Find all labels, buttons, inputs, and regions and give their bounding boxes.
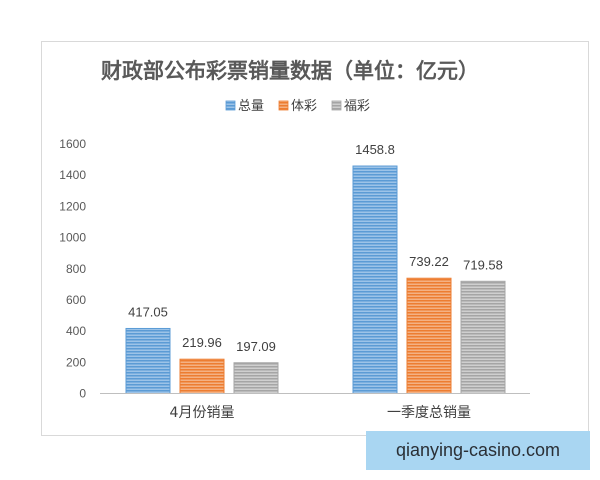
y-tick-label: 1600 <box>59 137 86 151</box>
y-tick-label: 1000 <box>59 231 86 245</box>
bar-总量-1 <box>352 165 398 394</box>
legend-label: 总量 <box>238 99 264 114</box>
x-category-label: 4月份销量 <box>170 405 235 421</box>
y-axis: 0 200 400 600 800 1000 1200 1400 1600 <box>59 137 86 401</box>
bar-体彩-0 <box>179 358 225 394</box>
legend-label: 体彩 <box>291 99 317 114</box>
legend-label: 福彩 <box>344 99 370 114</box>
bars: 417.05 1458.8 219.96 739.22 197.09 719.58 <box>125 142 506 395</box>
x-category-label: 一季度总销量 <box>387 405 471 421</box>
legend-swatch <box>278 100 289 111</box>
data-label: 417.05 <box>128 304 168 319</box>
bar-总量-0 <box>125 327 171 395</box>
legend-swatch <box>331 100 342 111</box>
chart-legend: 总量 体彩 福彩 <box>225 99 370 114</box>
y-tick-label: 600 <box>66 293 86 307</box>
bar-福彩-1 <box>460 280 506 394</box>
y-tick-label: 1400 <box>59 168 86 182</box>
data-label: 719.58 <box>463 257 503 272</box>
legend-swatch <box>225 100 236 111</box>
data-label: 1458.8 <box>355 142 395 157</box>
bar-福彩-0 <box>233 362 279 394</box>
x-axis: 4月份销量 一季度总销量 <box>100 393 530 421</box>
y-tick-label: 400 <box>66 324 86 338</box>
data-label: 219.96 <box>182 335 222 350</box>
chart-title: 财政部公布彩票销量数据（单位：亿元） <box>101 59 479 83</box>
y-tick-label: 800 <box>66 262 86 276</box>
data-label: 197.09 <box>236 339 276 354</box>
y-tick-label: 200 <box>66 355 86 369</box>
y-tick-label: 0 <box>79 387 86 401</box>
y-tick-label: 1200 <box>59 199 86 213</box>
bar-体彩-1 <box>406 277 452 394</box>
watermark-banner: qianying-casino.com <box>366 431 590 470</box>
data-label: 739.22 <box>409 254 449 269</box>
